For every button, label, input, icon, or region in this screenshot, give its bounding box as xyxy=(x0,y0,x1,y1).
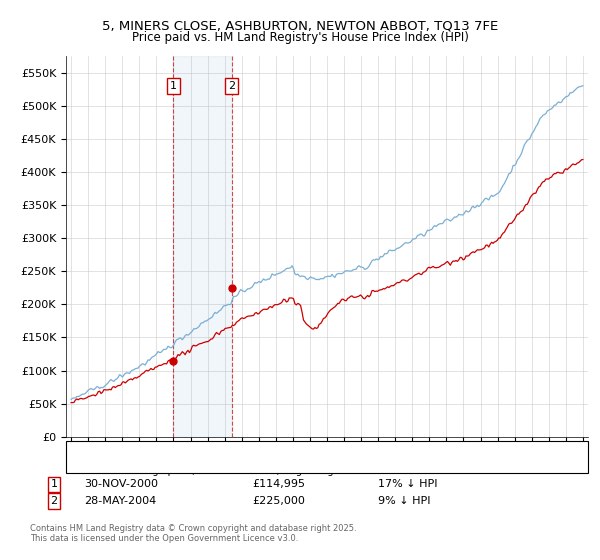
Text: 5, MINERS CLOSE, ASHBURTON, NEWTON ABBOT, TQ13 7FE: 5, MINERS CLOSE, ASHBURTON, NEWTON ABBOT… xyxy=(102,20,498,32)
Bar xyxy=(173,56,232,437)
Text: Contains HM Land Registry data © Crown copyright and database right 2025.
This d: Contains HM Land Registry data © Crown c… xyxy=(30,524,356,543)
Text: ——: —— xyxy=(81,466,106,479)
Text: ——: —— xyxy=(81,447,106,460)
Text: 2: 2 xyxy=(228,81,235,91)
Text: 2: 2 xyxy=(50,496,58,506)
Text: 1: 1 xyxy=(50,479,58,489)
Text: £114,995: £114,995 xyxy=(252,479,305,489)
Text: Price paid vs. HM Land Registry's House Price Index (HPI): Price paid vs. HM Land Registry's House … xyxy=(131,31,469,44)
Text: 17% ↓ HPI: 17% ↓ HPI xyxy=(378,479,437,489)
Text: HPI: Average price, detached house, Teignbridge: HPI: Average price, detached house, Teig… xyxy=(102,466,340,477)
Text: 9% ↓ HPI: 9% ↓ HPI xyxy=(378,496,431,506)
Text: 28-MAY-2004: 28-MAY-2004 xyxy=(84,496,156,506)
Text: £225,000: £225,000 xyxy=(252,496,305,506)
Text: 1: 1 xyxy=(170,81,177,91)
Text: 30-NOV-2000: 30-NOV-2000 xyxy=(84,479,158,489)
Text: 5, MINERS CLOSE, ASHBURTON, NEWTON ABBOT, TQ13 7FE (detached house): 5, MINERS CLOSE, ASHBURTON, NEWTON ABBOT… xyxy=(102,447,484,458)
